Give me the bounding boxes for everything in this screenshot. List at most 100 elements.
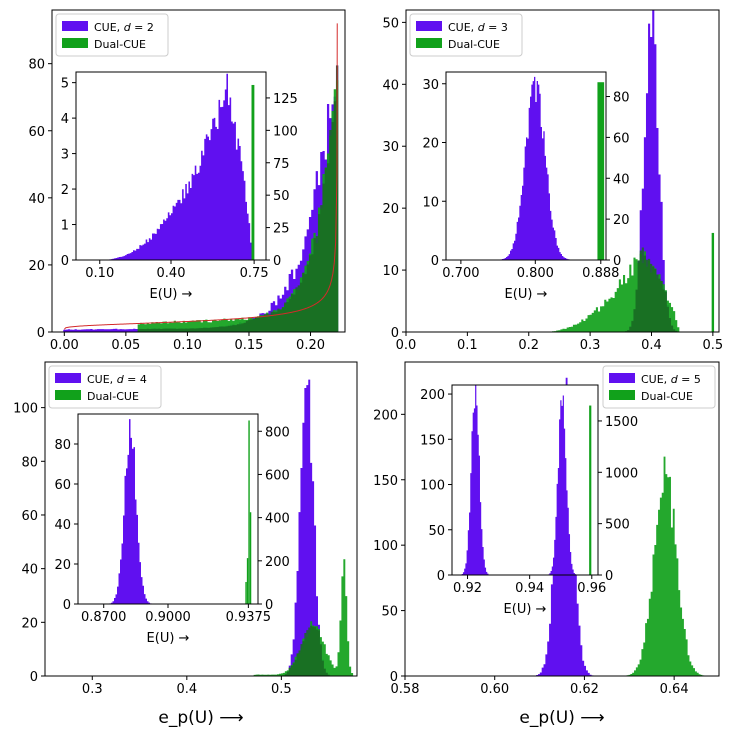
- inset-bar-dual: [251, 84, 255, 260]
- y-tick-label: 20: [382, 202, 399, 217]
- inset-right-tick-label: 50: [273, 189, 290, 204]
- inset-bars-cue: [452, 385, 598, 575]
- legend-swatch-cue: [55, 373, 81, 383]
- inset-left-tick-label: 1: [61, 219, 69, 234]
- y-tick-label: 20: [21, 616, 38, 631]
- x-axis-label: e_p(U) ⟶: [519, 708, 604, 728]
- legend-swatch-dual: [609, 390, 635, 400]
- legend-label-cue: CUE, d = 2: [94, 21, 154, 34]
- inset-right-tick-label: 1500: [605, 415, 638, 430]
- inset-x-tick-label: 0.75: [240, 266, 269, 281]
- legend-label-dual: Dual-CUE: [641, 390, 693, 403]
- inset-x-label: E(U) →: [150, 287, 193, 302]
- legend-swatch-cue: [416, 21, 442, 31]
- legend-swatch-cue: [609, 373, 635, 383]
- x-tick-label: 0.1: [457, 338, 478, 353]
- axes-frame: [404, 361, 720, 677]
- inset-frame: [451, 384, 599, 576]
- panel-d4: 0.3 0.4 0.5 0 20 40 60 80 100 e_p(U) ⟶ CUE, d = 4 D…: [13, 361, 358, 728]
- x-tick-label: 0.3: [82, 682, 103, 697]
- inset-left-tick-label: 200: [420, 388, 445, 403]
- legend-swatch-dual: [55, 390, 81, 400]
- y-tick-label: 80: [21, 455, 38, 470]
- inset-right-tick-label: 0: [265, 598, 273, 613]
- bar-spike: [711, 232, 715, 332]
- x-tick-label: 0.4: [176, 682, 197, 697]
- x-axis-label: e_p(U) ⟶: [158, 708, 243, 728]
- inset-x-tick-label: 0.10: [85, 266, 114, 281]
- inset-right-tick-label: 800: [265, 425, 290, 440]
- y-tick-label: 100: [13, 402, 38, 417]
- inset-right-tick-label: 40: [613, 172, 630, 187]
- inset-left-tick-label: 4: [61, 112, 69, 127]
- inset-right-tick-label: 600: [265, 468, 290, 483]
- legend-swatch-dual: [416, 38, 442, 48]
- inset-x-label: E(U) →: [505, 287, 548, 302]
- panel-d3: 0.0 0.1 0.2 0.3 0.4 0.5 0 10 20 30 40 50 CUE, d = 3 D…: [382, 9, 723, 353]
- inset-x-tick-label: 0.94: [515, 581, 544, 596]
- x-tick-label: 0.64: [660, 682, 689, 697]
- inset-plot-area: [78, 419, 258, 604]
- x-tick-label: 0.5: [271, 682, 292, 697]
- histogram-bars-dual: [405, 456, 719, 676]
- x-tick-label: 0.0: [396, 338, 417, 353]
- x-tick-label: 0.10: [173, 338, 202, 353]
- inset-background: [78, 414, 258, 604]
- inset-left-tick-label: 2: [61, 183, 69, 198]
- y-tick-label: 150: [373, 474, 398, 489]
- y-tick-label: 80: [28, 58, 45, 73]
- y-tick-label: 40: [21, 563, 38, 578]
- inset: 0.8700 0.9000 0.93750204060800200400600800…: [54, 413, 290, 646]
- legend-label-cue: CUE, d = 3: [448, 21, 508, 34]
- inset-bar-dual: [245, 581, 247, 604]
- legend-label-dual: Dual-CUE: [94, 38, 146, 51]
- inset-bars-cue: [78, 419, 258, 604]
- inset-right-tick-label: 400: [265, 512, 290, 527]
- y-tick-label: 0: [390, 670, 398, 685]
- y-tick-label: 0: [37, 326, 45, 341]
- x-tick-label: 0.4: [641, 338, 662, 353]
- inset-left-tick-label: 0: [437, 569, 445, 584]
- inset-right-tick-label: 0: [613, 254, 621, 269]
- axes-frame: [405, 9, 720, 333]
- y-tick-label: 50: [381, 605, 398, 620]
- inset-left-tick-label: 40: [54, 518, 71, 533]
- x-tick-label: 0.15: [234, 338, 263, 353]
- x-tick-label: 0.62: [570, 682, 599, 697]
- plot-area: [63, 23, 339, 332]
- inset-left-tick-label: 10: [422, 195, 439, 210]
- panel-d5: 0.58 0.60 0.62 0.64 0 50 100 150 200 e_p(U) ⟶ CUE,…: [373, 361, 720, 728]
- inset-x-tick-label: 0.800: [517, 266, 554, 281]
- y-tick-label: 40: [382, 78, 399, 93]
- inset-right-tick-label: 60: [613, 131, 630, 146]
- inset-right-tick-label: 100: [273, 124, 298, 139]
- plot-area: [406, 10, 719, 332]
- inset-left-tick-label: 50: [428, 524, 445, 539]
- inset-x-tick-label: 0.700: [442, 266, 479, 281]
- inset-x-tick-label: 0.9000: [145, 610, 191, 625]
- inset-right-tick-label: 25: [273, 222, 290, 237]
- inset-bar-dual: [597, 82, 605, 260]
- legend-label-cue: CUE, d = 4: [87, 373, 147, 386]
- inset-x-tick-label: 0.888: [582, 266, 619, 281]
- inset-right-tick-label: 0: [605, 569, 613, 584]
- inset-bars-cue: [446, 76, 606, 260]
- x-tick-label: 0.00: [50, 338, 79, 353]
- inset-left-tick-label: 0: [61, 254, 69, 269]
- plot-area: [50, 379, 357, 676]
- legend-swatch-dual: [62, 38, 88, 48]
- x-tick-label: 0.60: [480, 682, 509, 697]
- legend-swatch-cue: [62, 21, 88, 31]
- inset-bars-cue: [452, 395, 598, 575]
- inset-bars-cue: [99, 73, 252, 260]
- inset-right-tick-label: 125: [273, 92, 298, 107]
- inset-right-tick-label: 80: [613, 91, 630, 106]
- inset-x-label: E(U) →: [147, 631, 190, 646]
- histogram-overlap: [541, 247, 680, 332]
- inset-right-tick-label: 200: [265, 555, 290, 570]
- y-tick-label: 40: [28, 192, 45, 207]
